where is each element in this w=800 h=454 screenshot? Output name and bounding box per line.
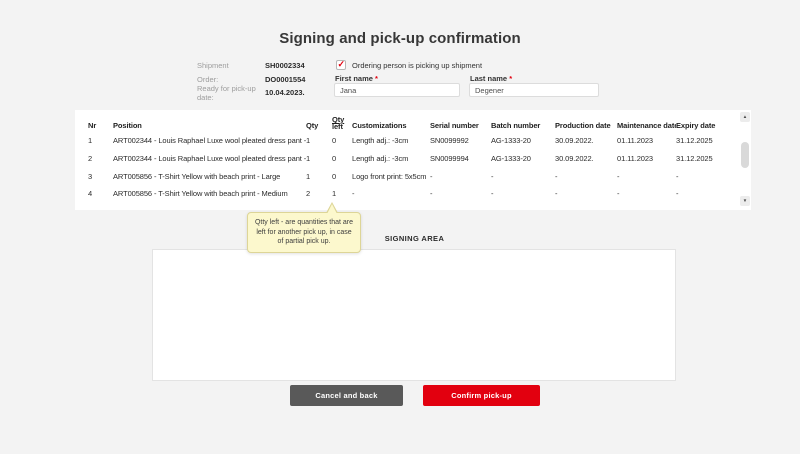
col-header-position: Position: [113, 121, 142, 130]
order-row: Order: DO0001554: [197, 73, 305, 87]
ordering-person-checkbox-label[interactable]: Ordering person is picking up shipment: [352, 61, 483, 70]
cell-position: ART005856 - T-Shirt Yellow with beach pr…: [113, 189, 288, 198]
col-header-production-date: Production date: [555, 121, 611, 130]
cell-batch-number: AG-1333-20: [491, 136, 531, 145]
cell-serial-number: -: [430, 189, 433, 198]
cell-serial-number: -: [430, 172, 433, 181]
required-asterisk: *: [509, 74, 513, 83]
cell-position: ART002344 - Louis Raphael Luxe wool plea…: [113, 136, 306, 145]
signing-area-canvas[interactable]: [152, 249, 676, 381]
cell-batch-number: AG-1333-20: [491, 154, 531, 163]
cell-expiry-date: 31.12.2025: [676, 136, 713, 145]
required-asterisk: *: [375, 74, 378, 83]
cell-qty-left: 0: [332, 136, 337, 145]
cell-batch-number: -: [491, 172, 494, 181]
cell-production-date: 30.09.2022.: [555, 154, 594, 163]
ready-date-value: 10.04.2023.: [265, 88, 305, 98]
order-value: DO0001554: [265, 74, 306, 84]
items-table: Nr Position Qty Qty left Customizations S…: [75, 110, 751, 210]
qty-left-tooltip: Qtty left - are quantities that are left…: [247, 202, 361, 253]
cell-nr: 2: [88, 154, 93, 163]
col-header-qty-left[interactable]: Qty left: [332, 117, 345, 130]
cell-qty: 1: [306, 172, 311, 181]
cell-maintenance-date: -: [617, 172, 620, 181]
cell-nr: 3: [88, 172, 93, 181]
checkmark-icon: ✓: [337, 58, 346, 69]
cell-nr: 1: [88, 136, 93, 145]
cell-position: ART005856 - T-Shirt Yellow with beach pr…: [113, 172, 281, 181]
first-name-label: First name *: [335, 74, 378, 83]
col-header-maintenance-date: Maintenance date: [617, 121, 676, 130]
cell-position: ART002344 - Louis Raphael Luxe wool plea…: [113, 154, 306, 163]
col-header-batch-number: Batch number: [491, 121, 541, 130]
scrollbar-thumb[interactable]: [741, 142, 749, 168]
cell-maintenance-date: -: [617, 189, 620, 198]
cell-serial-number: SN0099992: [430, 136, 469, 145]
cell-qty: 1: [306, 154, 311, 163]
cell-production-date: 30.09.2022.: [555, 136, 594, 145]
cell-customizations: Length adj.: -3cm: [352, 136, 409, 145]
shipment-row: Shipment SH0002334: [197, 59, 305, 73]
cell-expiry-date: 31.12.2025: [676, 154, 713, 163]
ready-date-label: Ready for pick-up date:: [197, 83, 256, 102]
col-header-serial-number: Serial number: [430, 121, 479, 130]
col-header-nr: Nr: [88, 121, 97, 130]
cancel-and-back-button[interactable]: Cancel and back: [290, 385, 403, 406]
cell-qty: 1: [306, 136, 311, 145]
cell-qty-left: 0: [332, 172, 337, 181]
cell-batch-number: -: [491, 189, 494, 198]
cell-qty-left: 1: [332, 189, 337, 198]
last-name-input[interactable]: [469, 83, 599, 97]
table-header-row: Nr Position Qty Qty left Customizations S…: [75, 117, 739, 130]
last-name-label: Last name *: [470, 74, 513, 83]
signing-area-label: SIGNING AREA: [384, 234, 445, 243]
confirm-pickup-button[interactable]: Confirm pick-up: [423, 385, 540, 406]
cell-serial-number: SN0099994: [430, 154, 469, 163]
cell-qty: 2: [306, 189, 311, 198]
table-row: 4 ART005856 - T-Shirt Yellow with beach …: [75, 189, 739, 198]
cell-qty-left: 0: [332, 154, 337, 163]
col-header-qty: Qty: [306, 121, 319, 130]
cell-maintenance-date: 01.11.2023: [617, 154, 653, 163]
cell-nr: 4: [88, 189, 93, 198]
ordering-person-checkbox[interactable]: ✓: [336, 58, 346, 70]
shipment-value: SH0002334: [265, 61, 305, 71]
col-header-expiry-date: Expiry date: [676, 121, 716, 130]
col-header-customizations: Customizations: [352, 121, 407, 130]
cell-customizations: Logo front print: 5x5cm: [352, 172, 427, 181]
table-row: 3 ART005856 - T-Shirt Yellow with beach …: [75, 172, 739, 181]
cell-expiry-date: -: [676, 189, 679, 198]
table-scrollbar: ▲ ▼: [739, 110, 751, 210]
scroll-up-icon[interactable]: ▲: [740, 112, 750, 122]
cell-customizations: -: [352, 189, 355, 198]
first-name-input[interactable]: [334, 83, 460, 97]
table-row: 2 ART002344 - Louis Raphael Luxe wool pl…: [75, 154, 739, 163]
cell-production-date: -: [555, 172, 558, 181]
shipment-label: Shipment: [197, 61, 229, 71]
cell-maintenance-date: 01.11.2023: [617, 136, 653, 145]
cell-expiry-date: -: [676, 172, 679, 181]
table-row: 1 ART002344 - Louis Raphael Luxe wool pl…: [75, 136, 739, 145]
scroll-down-icon[interactable]: ▼: [740, 196, 750, 206]
ready-date-row: Ready for pick-up date: 10.04.2023.: [197, 83, 305, 102]
cell-customizations: Length adj.: -3cm: [352, 154, 409, 163]
shipment-info: Shipment SH0002334 Order: DO0001554 Read…: [197, 59, 305, 102]
order-label: Order:: [197, 74, 219, 84]
cell-production-date: -: [555, 189, 558, 198]
page-title: Signing and pick-up confirmation: [279, 30, 521, 47]
